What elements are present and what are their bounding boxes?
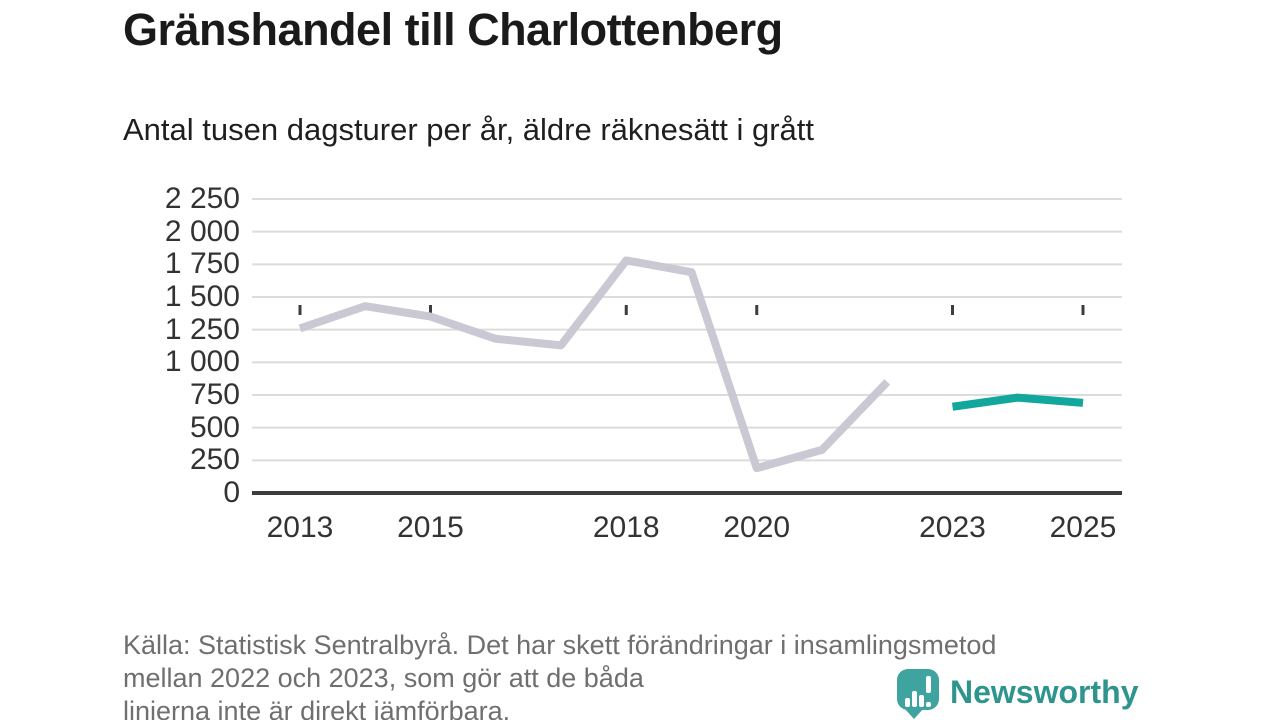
- logo-bar-small: [905, 698, 910, 707]
- x-axis-tick-label: 2025: [1049, 511, 1117, 544]
- line-chart: 0 250 500 750 1 000 1 250 1 500 1 750 2 000 2 250…: [0, 0, 1122, 560]
- y-axis-tick-label: 2 000: [164, 214, 240, 248]
- source-note-line: mellan 2022 och 2023, som gör att de båd…: [123, 663, 644, 693]
- x-axis-tick-label: 2023: [919, 511, 986, 544]
- y-axis-tick-label: 2 250: [164, 182, 240, 215]
- x-axis-tick-label: 2018: [592, 511, 660, 544]
- chart-subtitle: Antal tusen dagsturer per år, äldre räkn…: [123, 112, 814, 147]
- logo-exclamation-bar: [926, 676, 931, 693]
- bar-chart-speech-bubble-icon: [897, 669, 939, 719]
- logo-bubble: [897, 669, 939, 710]
- logo-exclamation-dot: [926, 702, 931, 707]
- logo-bar-tall: [912, 691, 917, 707]
- plot-area: [252, 198, 1122, 495]
- y-axis-labels: 0 250 500 750 1 000 1 250 1 500 1 750 2 000 2 250: [0, 0, 240, 560]
- y-axis-tick-label: 250: [189, 443, 240, 477]
- series-line-new-method: [951, 393, 1084, 411]
- y-axis-tick-label: 1 750: [164, 247, 240, 281]
- y-axis-tick-label: 1 000: [164, 345, 240, 379]
- x-axis-tick-label: 2013: [266, 511, 334, 544]
- y-axis-tick-label: 1 250: [164, 312, 240, 346]
- y-axis-tick-label: 750: [189, 378, 240, 411]
- gridlines: [252, 198, 1122, 462]
- x-axis-tick-label: 2015: [397, 511, 464, 544]
- logo-wordmark: Newsworthy: [950, 674, 1139, 710]
- chart-title: Gränshandel till Charlottenberg: [123, 4, 783, 55]
- logo-bar-medium: [919, 695, 924, 707]
- source-note-line: Källa: Statistisk Sentralbyrå. Det har s…: [123, 630, 997, 660]
- source-note-line: linjerna inte är direkt jämförbara.: [123, 696, 511, 720]
- x-axis-labels: 2013 2015 2018 2020 2023 2025: [266, 511, 1117, 544]
- y-axis-tick-label: 1 500: [164, 280, 240, 313]
- y-axis-tick-label: 0: [223, 476, 240, 509]
- source-note: Källa: Statistisk Sentralbyrå. Det har s…: [123, 629, 996, 720]
- logo-bubble-tail: [904, 708, 924, 719]
- series-line-old-method: [298, 256, 891, 473]
- y-axis-tick-label: 500: [189, 410, 240, 444]
- x-axis-tick-label: 2020: [723, 511, 791, 544]
